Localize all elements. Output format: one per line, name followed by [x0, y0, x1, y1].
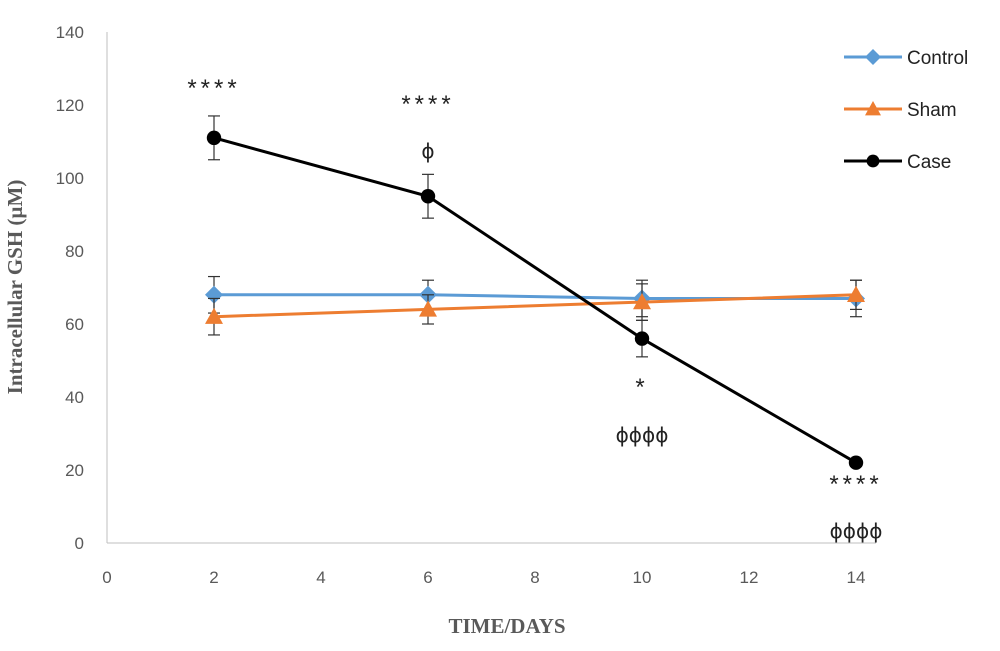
asterisk-annotation: *: [635, 374, 648, 401]
y-tick-label: 100: [56, 169, 84, 188]
legend-marker-case: [866, 154, 880, 168]
case-point: [848, 455, 864, 470]
y-axis-title: Intracellular GSH (µM): [3, 180, 27, 395]
x-axis-title: TIME/DAYS: [448, 614, 565, 638]
y-tick-label: 20: [65, 461, 84, 480]
series-case: [206, 115, 864, 470]
phi-annotation: ϕϕϕϕ: [616, 423, 669, 447]
asterisk-annotation: ****: [829, 471, 882, 498]
legend-marker-control: [865, 49, 881, 65]
sham-point: [633, 293, 651, 310]
x-tick-label: 0: [102, 568, 111, 587]
x-tick-labels: 0 2 4 6 8 10 12 14: [102, 568, 865, 587]
y-tick-label: 60: [65, 315, 84, 334]
y-tick-label: 140: [56, 23, 84, 42]
sham-point: [847, 285, 865, 302]
asterisk-annotation: ****: [401, 91, 454, 118]
x-tick-label: 14: [847, 568, 866, 587]
control-point: [205, 285, 223, 304]
legend-item-control: Control: [844, 48, 968, 69]
x-tick-label: 10: [633, 568, 652, 587]
asterisk-annotation: ****: [187, 75, 240, 102]
x-tick-label: 2: [209, 568, 218, 587]
legend-label-case: Case: [907, 152, 951, 173]
y-tick-labels: 0 20 40 60 80 100 120 140: [56, 23, 84, 553]
x-tick-label: 6: [423, 568, 432, 587]
y-tick-label: 120: [56, 96, 84, 115]
x-tick-label: 4: [316, 568, 325, 587]
legend-label-sham: Sham: [907, 100, 957, 121]
legend-item-case: Case: [844, 152, 951, 173]
legend-marker-sham: [865, 101, 881, 116]
legend-label-control: Control: [907, 48, 968, 69]
series-layer: [205, 115, 865, 470]
sham-point: [419, 300, 437, 317]
sham-point: [205, 307, 223, 324]
phi-annotation: ϕ: [421, 139, 434, 163]
axes: [106, 32, 876, 544]
y-tick-label: 0: [75, 534, 84, 553]
case-point: [420, 189, 436, 204]
y-tick-label: 80: [65, 242, 84, 261]
legend: Control Sham Case: [844, 48, 968, 173]
case-point: [634, 331, 650, 346]
phi-annotation: ϕϕϕϕ: [830, 519, 883, 543]
case-line: [213, 136, 857, 464]
y-tick-label: 40: [65, 388, 84, 407]
x-tick-label: 12: [740, 568, 759, 587]
x-tick-label: 8: [530, 568, 539, 587]
series-sham: [205, 279, 865, 336]
sham-line: [213, 293, 857, 319]
significance-annotations: **** **** ϕ * ϕϕϕϕ **** ϕϕϕϕ: [187, 75, 882, 543]
legend-item-sham: Sham: [844, 100, 957, 121]
case-point: [206, 130, 222, 146]
